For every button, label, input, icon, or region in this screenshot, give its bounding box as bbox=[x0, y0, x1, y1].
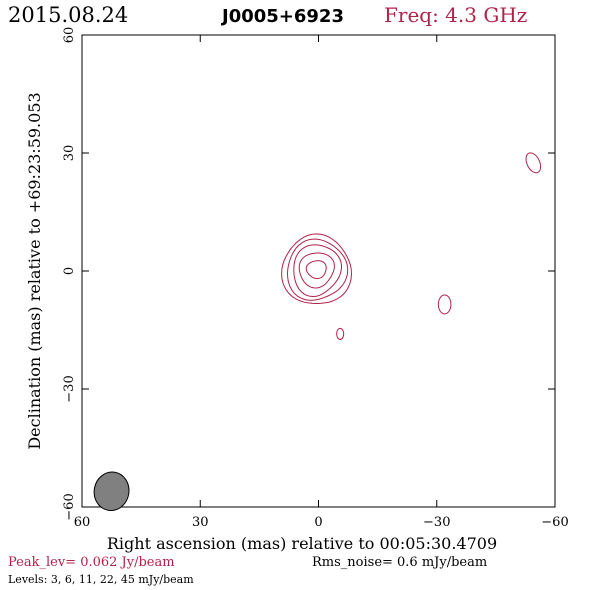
plot-frame bbox=[81, 34, 556, 508]
contour-isolated bbox=[437, 294, 452, 315]
axis-tick-labels: 60 30 0 −30 −60 −60 −30 0 30 60 bbox=[62, 27, 569, 530]
x-axis-label: Right ascension (mas) relative to 00:05:… bbox=[107, 534, 497, 553]
contour-main-level-45 bbox=[305, 260, 327, 279]
x-tick-label: 60 bbox=[74, 515, 91, 530]
contour-isolated bbox=[525, 152, 542, 174]
restoring-beam bbox=[93, 471, 130, 512]
contour-main-level-6 bbox=[286, 238, 349, 301]
x-tick-label: 0 bbox=[314, 515, 322, 530]
x-tick-label: 30 bbox=[192, 515, 209, 530]
contour-main-level-22 bbox=[298, 252, 335, 289]
contour-isolated bbox=[336, 327, 345, 340]
source-name: J0005+6923 bbox=[220, 6, 344, 27]
y-tick-label: 60 bbox=[62, 27, 77, 44]
observation-date: 2015.08.24 bbox=[8, 3, 128, 27]
y-tick-label: 30 bbox=[62, 145, 77, 162]
contour-main-level-11 bbox=[293, 244, 343, 298]
y-tick-label: −30 bbox=[62, 375, 77, 402]
y-axis-label: Declination (mas) relative to +69:23:59.… bbox=[25, 92, 44, 449]
x-tick-label: −60 bbox=[541, 515, 568, 530]
contour-main-level-3 bbox=[281, 233, 353, 305]
peak-level: Peak_lev= 0.062 Jy/beam bbox=[8, 555, 175, 570]
x-tick-label: −30 bbox=[423, 515, 450, 530]
frequency-label: Freq: 4.3 GHz bbox=[384, 3, 527, 27]
axis-ticks bbox=[81, 34, 556, 508]
y-tick-label: −60 bbox=[62, 493, 77, 520]
contour-levels: Levels: 3, 6, 11, 22, 45 mJy/beam bbox=[8, 573, 194, 586]
rms-noise: Rms_noise= 0.6 mJy/beam bbox=[312, 555, 487, 570]
y-tick-label: 0 bbox=[62, 267, 77, 275]
contour-group bbox=[281, 152, 542, 340]
beam-group bbox=[93, 471, 130, 512]
